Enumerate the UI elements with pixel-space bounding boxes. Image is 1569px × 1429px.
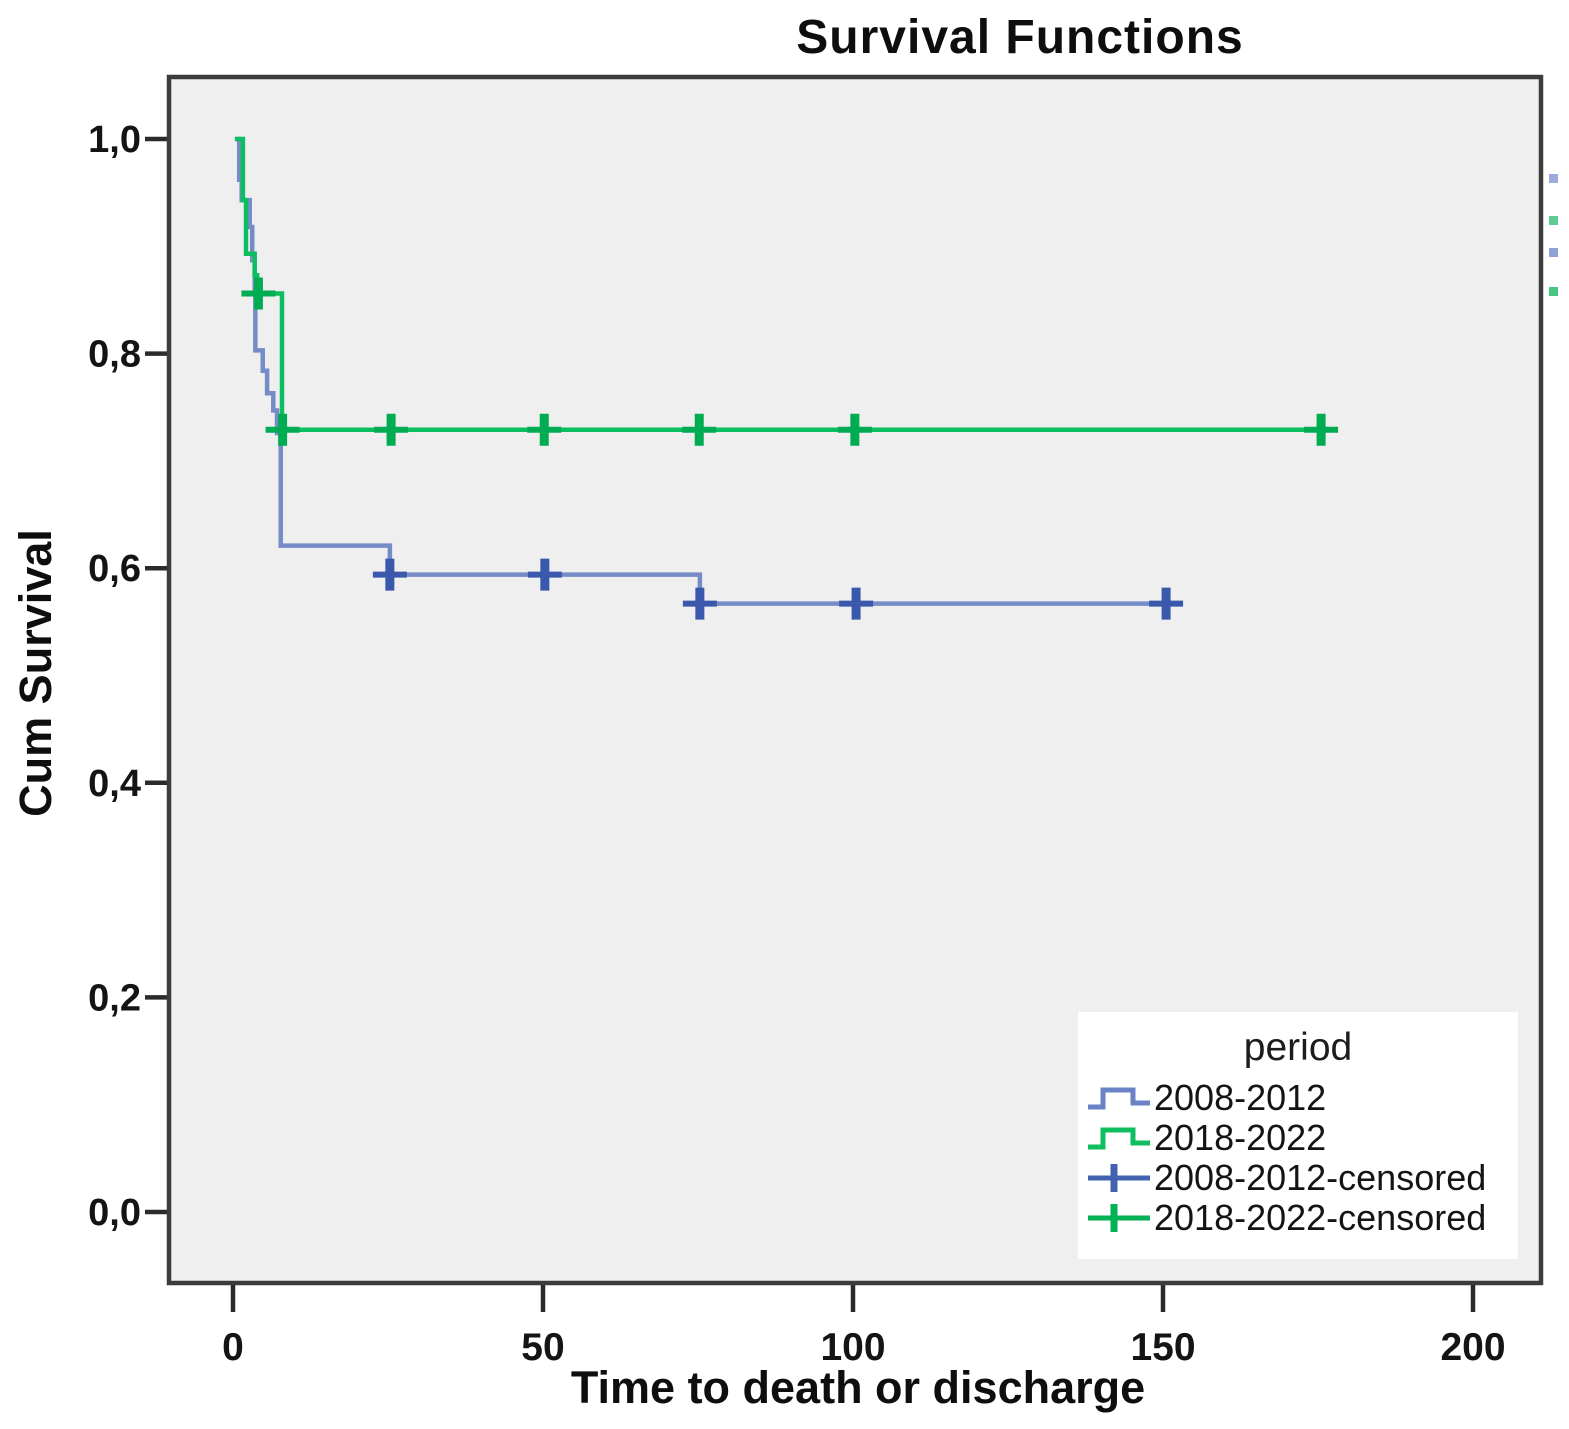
- chart-title: Survival Functions: [796, 11, 1244, 64]
- censor-marker-2008-2012: [839, 587, 874, 620]
- legend-entries: 2008-2012 2018-2022 2008-2012-censored 2018…: [1078, 1077, 1518, 1238]
- series-layer: [234, 136, 1334, 606]
- censor-markers-layer: [241, 277, 1339, 620]
- legend-entry-label: 2018-2022: [1154, 1117, 1327, 1158]
- legend: period 2008-2012 2018-2022 2008-2012-censo…: [1078, 1012, 1518, 1259]
- edge-artifact-mark: [1549, 174, 1558, 183]
- step-glyph-shape: [1088, 1087, 1150, 1110]
- legend-censored-plus-icon: [1088, 1164, 1150, 1192]
- legend-step-line-icon: [1088, 1127, 1150, 1150]
- x-tick-label: 50: [521, 1326, 564, 1369]
- legend-entry-label: 2008-2012: [1154, 1077, 1327, 1118]
- censor-marker-2018-2022: [1304, 413, 1339, 446]
- censor-marker-2018-2022: [374, 413, 409, 446]
- x-tick-label: 100: [820, 1326, 885, 1369]
- censor-marker-2018-2022: [241, 277, 276, 310]
- plot-frame: [166, 74, 1544, 1286]
- legend-title: period: [1243, 1026, 1353, 1069]
- censor-marker-2018-2022: [265, 413, 300, 446]
- legend-step-line-icon: [1088, 1087, 1150, 1110]
- edge-artifact-mark: [1549, 287, 1558, 296]
- legend-entry-2018-2022-censored: 2018-2022-censored: [1078, 1197, 1518, 1238]
- y-tick-label: 1,0: [88, 119, 141, 161]
- legend-entry-2008-2012: 2008-2012: [1078, 1077, 1518, 1118]
- legend-entry-label: 2008-2012-censored: [1154, 1157, 1487, 1198]
- y-tick-label: 0,6: [88, 548, 141, 590]
- legend-entry-2008-2012-censored: 2008-2012-censored: [1078, 1157, 1518, 1198]
- censor-marker-2018-2022: [682, 413, 717, 446]
- y-tick-label: 0,8: [88, 334, 141, 376]
- y-tick-label: 0,0: [88, 1192, 141, 1234]
- step-glyph-shape: [1088, 1127, 1150, 1150]
- legend-entry-label: 2018-2022-censored: [1154, 1197, 1487, 1238]
- censor-marker-2018-2022: [527, 413, 562, 446]
- legend-censored-plus-icon: [1088, 1204, 1150, 1232]
- censor-marker-2018-2022: [837, 413, 872, 446]
- x-axis-label: Time to death or discharge: [570, 1362, 1146, 1413]
- censor-marker-2008-2012: [372, 558, 407, 591]
- edge-artifact-mark: [1549, 248, 1558, 257]
- x-tick-label: 0: [222, 1326, 244, 1369]
- censor-marker-2008-2012: [682, 587, 717, 620]
- axis-ticks-layer: 0 50 100 150 200 0,0 0,2 0,4 0,6 0,8 1,0: [88, 119, 1505, 1369]
- y-tick-label: 0,2: [88, 977, 141, 1019]
- censor-marker-2008-2012: [527, 558, 562, 591]
- x-tick-label: 150: [1130, 1326, 1195, 1369]
- x-tick-label: 200: [1440, 1326, 1505, 1369]
- legend-entry-2018-2022: 2018-2022: [1078, 1117, 1518, 1158]
- censor-marker-2008-2012: [1149, 587, 1184, 620]
- series-line-2018-2022: [234, 136, 1334, 433]
- edge-artifact-mark: [1549, 216, 1558, 225]
- y-tick-label: 0,4: [88, 763, 141, 805]
